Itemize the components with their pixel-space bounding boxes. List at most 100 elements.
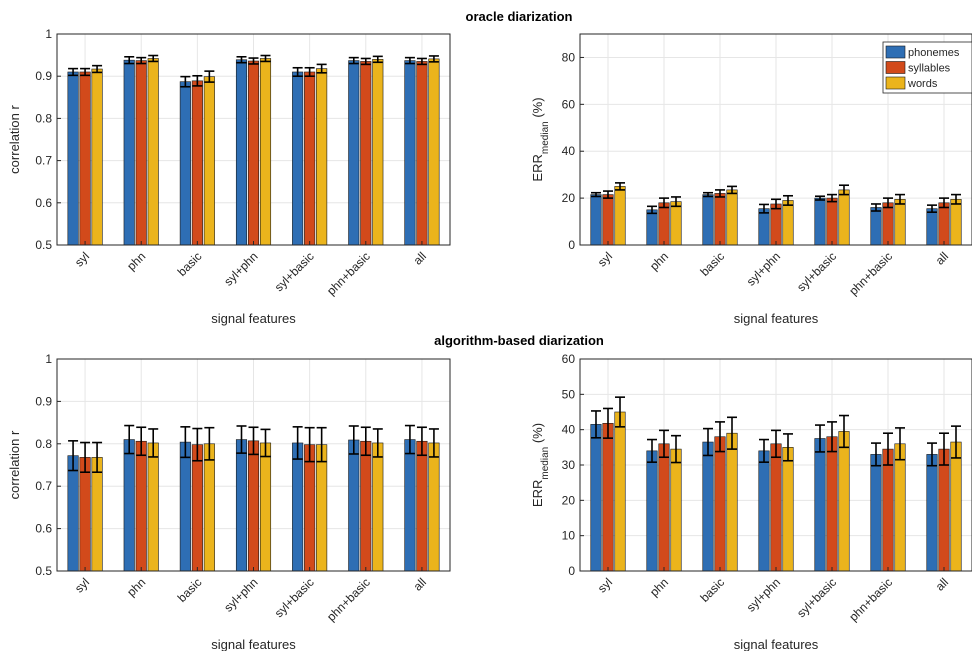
bar-phonemes-all [404,60,416,246]
legend: phonemes syllables words [882,41,972,94]
bar-words-phn [147,442,159,572]
bar-words-all [428,442,440,572]
bar-syllables-phn+basic [882,448,894,572]
bar-syllables-syl+phn [770,203,782,246]
x-tick-label: all [411,575,429,593]
bar-words-syl [614,411,626,572]
bar-phonemes-all [926,208,938,246]
bar-phonemes-phn [123,59,135,246]
x-tick-label: syl [595,575,615,595]
bar-syllables-phn [135,440,147,572]
y-axis-label: ERRmedian (%) [530,423,551,507]
bar-syllables-syl [602,423,614,572]
bar-phonemes-syl+phn [235,439,248,572]
x-tick-label: syl [595,249,615,269]
x-tick-label: syl+phn [744,249,783,288]
legend-swatch-phonemes [885,45,906,59]
x-tick-label: syl [72,249,92,269]
chart-oracle-err: 0 20 40 60 80 syl phn basic syl+phn syl+basic phn+… [530,33,972,326]
x-axis-label: signal features [211,311,296,326]
bar-phonemes-syl [590,194,602,246]
x-tick-label: phn [647,249,671,273]
bar-words-phn [147,58,159,246]
bar-words-phn+basic [372,442,384,572]
x-tick-label: syl [72,575,92,595]
chart-algo-corr: 0.5 0.6 0.7 0.8 0.9 1 syl phn basic syl+phn syl+ba… [7,352,451,651]
bar-phonemes-phn+basic [870,454,882,572]
y-tick-label: 0.8 [35,437,52,451]
x-tick-label: basic [697,249,727,279]
bar-phonemes-all [404,439,416,572]
x-tick-label: syl+basic [794,249,839,294]
bar-syllables-phn [658,443,670,572]
y-tick-label: 0.7 [35,479,52,493]
y-tick-label: 0.9 [35,394,52,408]
y-tick-label: 1 [45,352,52,366]
bar-syllables-syl [602,194,614,246]
bar-words-basic [203,443,215,572]
bar-words-syl+basic [316,68,328,246]
bar-syllables-syl+basic [826,197,838,246]
legend-swatch-words [885,76,906,90]
x-tick-label: phn [124,575,148,599]
bar-syllables-all [938,202,950,246]
bar-words-phn [670,448,682,572]
bar-words-all [428,58,440,246]
x-tick-label: phn+basic [324,249,373,298]
bar-phonemes-phn+basic [348,439,360,572]
bar-phonemes-basic [702,194,714,246]
chart-algo-err: 0 10 20 30 40 50 60 syl phn basic syl+phn syl+basic… [530,352,972,651]
y-tick-label: 0 [568,564,575,578]
y-tick-label: 0.5 [35,564,52,578]
x-tick-label: syl+basic [272,575,317,620]
y-tick-label: 40 [562,423,576,437]
bar-phonemes-syl+basic [292,442,304,572]
bar-syllables-all [416,61,428,246]
x-tick-label: phn+basic [846,249,895,298]
bar-syllables-syl [79,71,91,246]
section-title-algorithm: algorithm-based diarization [434,333,604,348]
bar-words-syl+phn [259,58,272,246]
bar-words-basic [203,76,215,246]
y-tick-label: 0.5 [35,238,52,252]
bar-phonemes-phn [123,439,135,572]
x-tick-label: phn [124,249,148,273]
x-tick-label: all [933,575,951,593]
bar-syllables-phn [135,60,147,246]
bar-syllables-all [938,448,950,572]
legend-swatch-syllables [885,61,906,74]
bar-syllables-syl+phn [770,443,782,572]
y-tick-label: 40 [562,144,576,158]
bar-words-phn [670,201,682,246]
bar-phonemes-syl+phn [758,208,770,246]
legend-label-phonemes: phonemes [908,47,960,59]
bar-phonemes-phn [646,209,658,246]
bar-syllables-basic [714,193,726,246]
y-tick-label: 1 [45,27,52,41]
y-tick-label: 0.6 [35,522,52,536]
y-axis-label: correlation r [7,430,22,499]
bar-phonemes-phn+basic [348,60,360,246]
y-tick-label: 50 [562,387,576,401]
x-tick-label: syl+phn [221,249,260,288]
bar-syllables-syl+basic [304,444,316,572]
x-axis-label: signal features [734,637,819,651]
legend-label-syllables: syllables [908,63,951,75]
bar-words-syl [91,68,103,246]
bar-words-syl+basic [316,444,328,572]
bar-phonemes-basic [179,81,191,246]
bar-phonemes-syl+phn [235,59,248,246]
bar-syllables-syl+basic [304,71,316,246]
bar-words-phn+basic [894,198,906,246]
bar-phonemes-all [926,454,938,572]
y-tick-label: 60 [562,352,576,366]
x-tick-label: syl+phn [744,575,783,614]
bar-words-basic [726,432,738,572]
bar-words-all [950,198,962,246]
bar-syllables-phn [658,202,670,246]
bar-syllables-phn+basic [882,202,894,246]
bar-syllables-syl+phn [247,440,260,572]
bar-phonemes-syl+basic [814,438,826,572]
section-title-oracle: oracle diarization [466,9,573,24]
